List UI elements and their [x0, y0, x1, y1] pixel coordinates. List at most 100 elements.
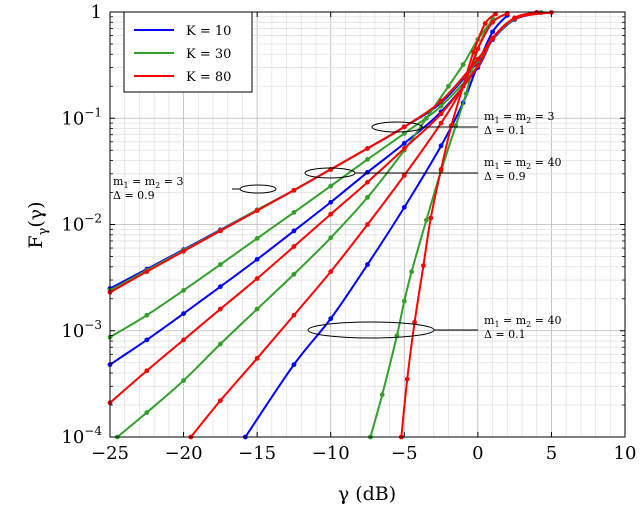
- x-tick-label: −25: [91, 443, 129, 464]
- data-point: [512, 15, 518, 21]
- data-point: [254, 235, 260, 241]
- data-point: [217, 284, 223, 290]
- legend: K = 10 K = 30 K = 80: [123, 11, 253, 93]
- data-point: [144, 410, 150, 415]
- data-point: [144, 269, 150, 275]
- annotation-label-line2: Δ = 0.1: [484, 328, 526, 341]
- annotation-label-line2: Δ = 0.1: [484, 124, 526, 137]
- data-point: [291, 228, 297, 234]
- legend-label-k10: K = 10: [186, 24, 231, 39]
- data-point: [401, 124, 407, 130]
- data-point: [401, 146, 407, 151]
- legend-label-k80: K = 80: [186, 70, 231, 85]
- y-axis-label: Fγ(γ): [25, 201, 51, 248]
- x-tick-label: 5: [546, 443, 557, 464]
- x-axis-label: γ (dB): [338, 483, 396, 505]
- data-point: [217, 228, 223, 234]
- data-point: [460, 62, 466, 67]
- data-point: [217, 398, 223, 404]
- data-point: [328, 183, 334, 189]
- x-tick-label: 10: [614, 443, 637, 464]
- data-point: [428, 215, 434, 221]
- data-point: [365, 222, 370, 227]
- data-point: [217, 306, 223, 312]
- data-point: [181, 248, 186, 254]
- data-point: [328, 316, 334, 322]
- data-point: [254, 306, 260, 312]
- data-point: [401, 298, 407, 304]
- data-point: [490, 19, 495, 25]
- series-line-k80: [190, 12, 508, 438]
- data-point: [144, 312, 150, 318]
- data-point: [490, 29, 495, 35]
- data-point: [217, 262, 223, 267]
- series-line-k80: [109, 11, 537, 404]
- data-point: [490, 36, 495, 42]
- data-point: [438, 143, 444, 149]
- x-tick-label: −15: [238, 443, 276, 464]
- x-tick-label: 0: [472, 443, 483, 464]
- data-point: [328, 199, 334, 205]
- data-point: [446, 83, 451, 89]
- data-point: [328, 211, 334, 217]
- x-tick-label: −20: [165, 443, 203, 464]
- data-point: [409, 269, 415, 275]
- data-point: [493, 11, 498, 17]
- data-point: [217, 341, 223, 347]
- data-point: [365, 169, 370, 175]
- data-point: [401, 204, 407, 210]
- data-point: [401, 140, 407, 146]
- data-point: [460, 83, 466, 89]
- data-point: [438, 167, 444, 172]
- x-tick-label: −10: [312, 443, 350, 464]
- data-point: [379, 392, 385, 398]
- data-point: [365, 194, 370, 200]
- data-point: [421, 263, 426, 269]
- y-axis-label-text: Fγ(γ): [25, 201, 51, 248]
- y-tick-label: 1: [91, 2, 102, 23]
- data-point: [254, 276, 260, 281]
- data-point: [401, 172, 407, 178]
- annotation-label-line1: m1 = m2 = 3: [113, 175, 183, 190]
- annotation-label-line1: m1 = m2 = 40: [484, 314, 561, 329]
- data-point: [291, 209, 297, 215]
- data-point: [475, 46, 481, 52]
- annotation-label-line1: m1 = m2 = 40: [484, 156, 561, 171]
- data-point: [438, 120, 444, 126]
- annotation-label-line2: Δ = 0.9: [113, 189, 155, 202]
- plot-curves: [107, 10, 554, 440]
- data-point: [365, 179, 370, 185]
- data-point: [181, 287, 186, 293]
- data-point: [144, 368, 150, 374]
- data-point: [291, 362, 297, 368]
- data-point: [404, 376, 410, 382]
- data-point: [438, 103, 444, 109]
- data-point: [181, 337, 186, 343]
- data-point: [328, 235, 334, 241]
- legend-label-k30: K = 30: [186, 47, 231, 62]
- data-point: [365, 156, 370, 162]
- annotation-label-line1: m1 = m2 = 3: [484, 110, 554, 125]
- data-point: [181, 378, 186, 383]
- data-point: [328, 269, 334, 275]
- data-point: [482, 21, 488, 26]
- data-point: [471, 49, 476, 55]
- annotations: m1 = m2 = 3Δ = 0.1m1 = m2 = 40Δ = 0.9m1 …: [113, 110, 561, 341]
- data-point: [475, 56, 481, 62]
- data-point: [181, 311, 186, 317]
- data-point: [365, 262, 370, 267]
- data-point: [438, 98, 444, 104]
- data-point: [365, 146, 370, 151]
- data-point: [423, 217, 429, 223]
- annotation-label-line2: Δ = 0.9: [484, 170, 526, 183]
- data-point: [254, 355, 260, 361]
- data-point: [291, 312, 297, 318]
- data-point: [254, 208, 260, 214]
- x-tick-label: −5: [391, 443, 418, 464]
- data-point: [144, 337, 150, 343]
- data-point: [291, 271, 297, 277]
- data-point: [438, 111, 444, 117]
